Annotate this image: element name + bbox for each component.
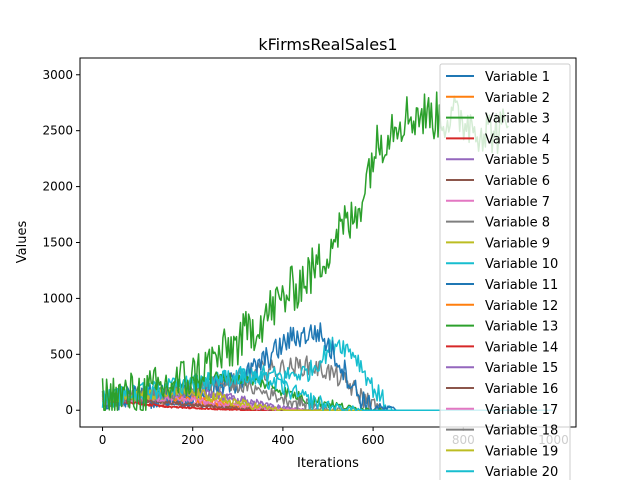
legend-label: Variable 3 (485, 112, 550, 127)
x-axis-label: Iterations (297, 456, 359, 471)
legend-label: Variable 17 (485, 403, 558, 418)
legend-label: Variable 19 (485, 444, 558, 459)
legend-box (439, 63, 571, 480)
legend-label: Variable 6 (485, 174, 550, 189)
legend-label: Variable 18 (485, 424, 558, 439)
legend-label: Variable 14 (485, 340, 558, 355)
y-tick-label: 2000 (42, 180, 73, 194)
y-tick-label: 500 (50, 347, 73, 361)
legend-label: Variable 12 (485, 299, 558, 314)
legend-label: Variable 13 (485, 320, 558, 335)
x-tick-label: 0 (99, 433, 107, 447)
y-tick-label: 0 (65, 403, 73, 417)
legend-label: Variable 2 (485, 91, 550, 106)
x-tick-label: 600 (362, 433, 385, 447)
y-tick-label: 2500 (42, 124, 73, 138)
legend-label: Variable 1 (485, 70, 550, 85)
x-tick-label: 400 (271, 433, 294, 447)
y-tick-label: 1000 (42, 291, 73, 305)
legend-label: Variable 20 (485, 465, 558, 480)
legend-label: Variable 10 (485, 257, 558, 272)
legend-label: Variable 8 (485, 216, 550, 231)
legend-label: Variable 11 (485, 278, 558, 293)
chart-title: kFirmsRealSales1 (258, 35, 397, 54)
legend-label: Variable 16 (485, 382, 558, 397)
y-tick-label: 1500 (42, 236, 73, 250)
x-tick-label: 200 (181, 433, 204, 447)
legend-label: Variable 5 (485, 153, 550, 168)
y-axis: 0 500 1000 1500 2000 2500 3000 (42, 68, 80, 417)
legend: Variable 1 Variable 2 Variable 3 Variable 4… (439, 63, 571, 480)
y-tick-label: 3000 (42, 68, 73, 82)
legend-label: Variable 4 (485, 132, 550, 147)
y-axis-label: Values (15, 221, 30, 264)
legend-label: Variable 9 (485, 236, 550, 251)
legend-label: Variable 7 (485, 195, 550, 210)
legend-label: Variable 15 (485, 361, 558, 376)
